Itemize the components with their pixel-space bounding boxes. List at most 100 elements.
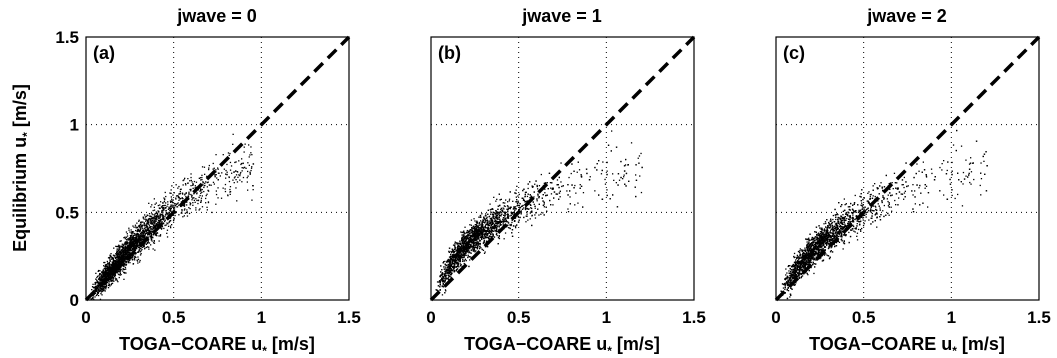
scatter-point (574, 204, 576, 206)
scatter-point (150, 221, 152, 223)
scatter-point (463, 243, 465, 245)
scatter-point (105, 265, 107, 267)
scatter-point (543, 201, 545, 203)
scatter-point (141, 226, 143, 228)
grid (431, 37, 694, 300)
scatter-point (530, 211, 532, 213)
scatter-point (440, 271, 442, 273)
scatter-point (155, 225, 157, 227)
scatter-point (143, 231, 146, 233)
scatter-point (179, 198, 181, 200)
scatter-point (101, 288, 103, 290)
scatter-point (133, 247, 135, 249)
scatter-point (487, 232, 489, 234)
scatter-point (499, 223, 501, 225)
scatter-point (122, 255, 124, 257)
scatter-point (156, 215, 158, 217)
scatter-point (125, 250, 127, 252)
scatter-point (470, 245, 472, 247)
scatter-point (142, 246, 144, 248)
scatter-point (567, 194, 569, 196)
scatter-point (490, 211, 492, 213)
scatter-point (615, 182, 617, 184)
scatter-point (469, 230, 471, 233)
scatter-point (604, 178, 606, 181)
scatter-point (444, 289, 447, 291)
scatter-point (152, 228, 154, 230)
scatter-point (124, 250, 126, 252)
scatter-point (160, 227, 162, 229)
scatter-point (235, 187, 237, 189)
scatter-point (97, 287, 99, 289)
scatter-point (116, 262, 118, 264)
scatter-point (135, 229, 137, 232)
scatter-point (116, 254, 118, 256)
scatter-point (521, 205, 523, 207)
scatter-point (494, 213, 496, 215)
scatter-point (457, 252, 459, 254)
scatter-point (472, 241, 474, 243)
scatter-point (478, 246, 480, 248)
scatter-point (553, 197, 555, 199)
scatter-point (240, 163, 242, 166)
scatter-point (536, 200, 538, 202)
scatter-point (473, 230, 475, 232)
scatter-point (483, 226, 485, 228)
scatter-point (150, 234, 153, 237)
scatter-point (109, 273, 111, 276)
scatter-point (478, 238, 480, 240)
scatter-point (188, 212, 191, 215)
scatter-point (228, 180, 231, 183)
scatter-point (471, 229, 473, 231)
scatter-point (110, 266, 112, 268)
scatter-point (137, 240, 139, 242)
scatter-point (498, 237, 501, 240)
scatter-point (481, 213, 483, 215)
scatter-point (140, 253, 142, 255)
scatter-point (184, 193, 186, 195)
scatter-point (241, 167, 243, 169)
scatter-point (477, 236, 480, 238)
scatter-point (206, 186, 208, 188)
scatter-point (481, 238, 483, 240)
scatter-point (174, 204, 176, 207)
scatter-point (489, 222, 491, 224)
scatter-point (132, 263, 134, 265)
scatter-point (95, 290, 97, 292)
scatter-point (149, 218, 151, 220)
scatter-point (482, 249, 485, 251)
scatter-point (171, 200, 173, 203)
scatter-point (136, 247, 138, 249)
scatter-point (524, 196, 526, 198)
scatter-point (460, 253, 462, 256)
scatter-point (606, 161, 608, 164)
scatter-point (122, 247, 124, 249)
scatter-point (441, 279, 443, 282)
scatter-point (99, 276, 101, 278)
scatter-point (99, 279, 101, 281)
scatter-point (124, 258, 126, 261)
scatter-point (130, 245, 132, 248)
scatter-point (461, 248, 463, 250)
scatter-point (519, 203, 521, 205)
scatter-point (471, 240, 473, 242)
scatter-point (174, 203, 176, 205)
scatter-point (144, 247, 146, 249)
scatter-point (217, 197, 219, 199)
scatter-point (105, 275, 107, 277)
scatter-point (169, 192, 171, 194)
scatter-point (230, 165, 233, 167)
scatter-point (474, 220, 476, 222)
scatter-point (610, 150, 612, 152)
scatter-point (494, 220, 496, 223)
scatter-point (104, 285, 106, 288)
scatter-point (152, 209, 154, 212)
scatter-point (205, 194, 207, 197)
scatter-point (125, 268, 127, 270)
scatter-point (579, 184, 581, 186)
scatter-point (97, 291, 99, 293)
scatter-point (238, 160, 240, 162)
scatter-point (622, 178, 624, 180)
scatter-point (157, 216, 159, 218)
scatter-point (463, 232, 465, 234)
